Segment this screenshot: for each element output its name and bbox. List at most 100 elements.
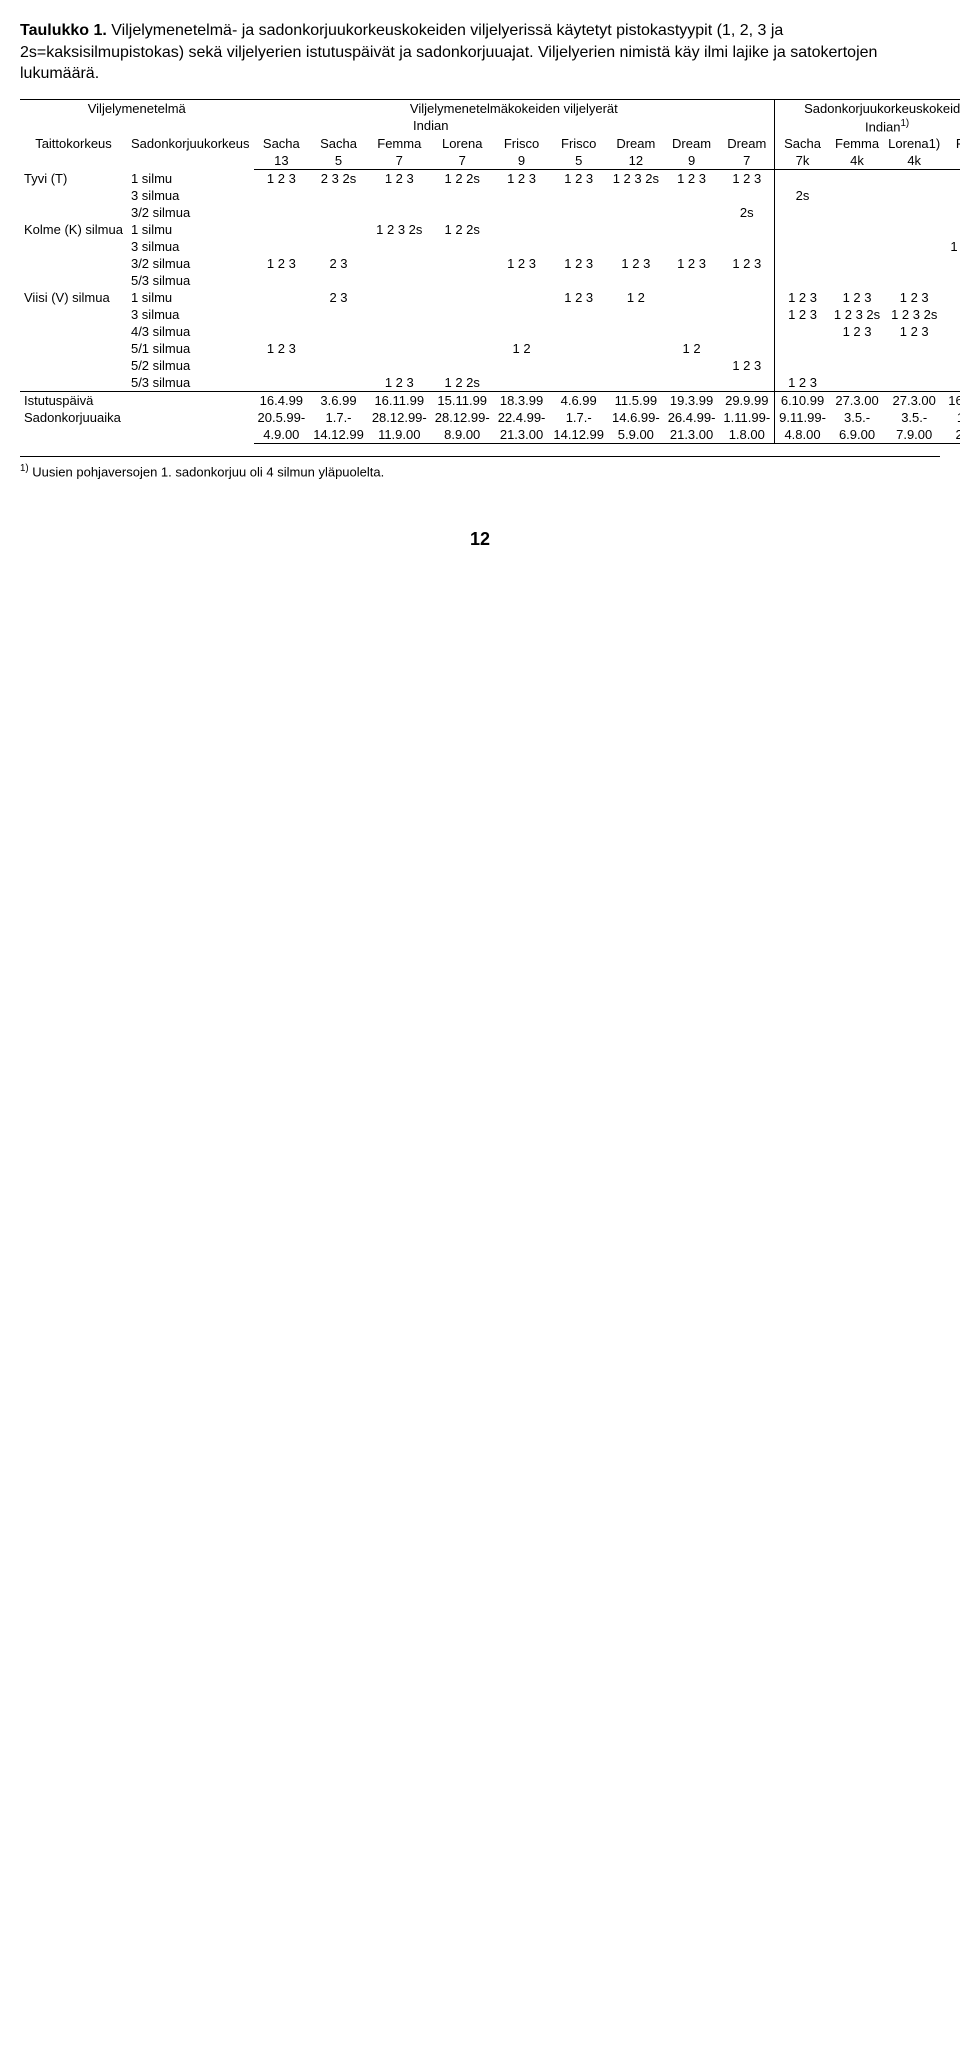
table-row: 5/2 silmua 1 2 3	[20, 357, 960, 374]
cell: 1 2 2s	[431, 170, 494, 188]
cell: 1 2 3	[944, 221, 960, 238]
cell: 11.9.00	[368, 426, 431, 444]
cell: 16.11.99	[368, 392, 431, 410]
col-c13: Frisco	[944, 135, 960, 152]
unit-c6: 5	[549, 152, 608, 170]
col-c1: Sacha	[254, 135, 310, 152]
cell: 1 2 3	[494, 255, 550, 272]
h-sadonkorjuu: Sadonkorjuukorkeus	[127, 135, 254, 170]
data-table: Viljelymenetelmä Viljelymenetelmäkokeide…	[20, 99, 960, 444]
row-label: 4/3 silmua	[127, 323, 254, 340]
cell: 1 2	[494, 340, 550, 357]
cell: 28.12.99-	[431, 409, 494, 426]
row-label: 3/2 silmua	[127, 204, 254, 221]
cell: 20.5.99-	[254, 409, 310, 426]
cell: 1 2 2s	[431, 221, 494, 238]
h-vilj-erat: Viljelymenetelmäkokeiden viljelyerät	[254, 99, 775, 117]
h-indian-left: Indian	[368, 117, 494, 135]
table-row: 3/2 silmua 1 2 3 2 3 1 2 3 1 2 3 1 2 3 1…	[20, 255, 960, 272]
cell: 1.7.-	[549, 409, 608, 426]
cell: 18.3.99	[494, 392, 550, 410]
cell: 1 2 3 2s	[830, 306, 884, 323]
cell: 27.3.00	[830, 392, 884, 410]
h-taitto: Taittokorkeus	[20, 135, 127, 170]
table-row: 3 silmua 1 2 3 1 2 3 2s 1 2 3 2s 1 2 3 2…	[20, 306, 960, 323]
label-istutus: Istutuspäivä	[20, 392, 254, 410]
row-label: 1 silmu	[127, 289, 254, 306]
cell: 1 2 3	[944, 272, 960, 289]
cell: 9.11.99-	[775, 409, 830, 426]
col-c2: Sacha	[309, 135, 368, 152]
table-row: Kolme (K) silmua 1 silmu 1 2 3 2s 1 2 2s…	[20, 221, 960, 238]
cell: 1 2 3	[830, 289, 884, 306]
unit-c1: 13	[254, 152, 310, 170]
unit-c4: 7	[431, 152, 494, 170]
cell: 1 2 3 2s	[944, 238, 960, 255]
cell: 2 3	[309, 289, 368, 306]
cell: 1 2 3 2s	[884, 306, 944, 323]
cell: 1 2 3	[664, 170, 720, 188]
cell: 2s	[719, 204, 774, 221]
cell: 4.9.00	[254, 426, 310, 444]
cell: 22.4.99-	[494, 409, 550, 426]
cell: 7.9.00	[884, 426, 944, 444]
cell: 29.9.99	[719, 392, 774, 410]
col-c6: Frisco	[549, 135, 608, 152]
unit-c5: 9	[494, 152, 550, 170]
cell: 1 2 3	[494, 170, 550, 188]
col-c10: Sacha	[775, 135, 830, 152]
footnote: 1) Uusien pohjaversojen 1. sadonkorjuu o…	[20, 456, 940, 479]
cell: 27.3.00	[884, 392, 944, 410]
row-istutus: Istutuspäivä 16.4.99 3.6.99 16.11.99 15.…	[20, 392, 960, 410]
cell: 1.11.99-	[719, 409, 774, 426]
cell: 1.8.00	[719, 426, 774, 444]
row-label: 1 silmu	[127, 221, 254, 238]
cell: 1 2 3	[664, 255, 720, 272]
cell: 6.9.00	[830, 426, 884, 444]
cell: 11.5.99	[608, 392, 664, 410]
cell: 19.3.99	[664, 392, 720, 410]
row-label: 5/1 silmua	[127, 340, 254, 357]
h-sadon-erat: Sadonkorjuukorkeuskokeiden viljelyerät	[775, 99, 960, 117]
cell: 16.12.99	[944, 392, 960, 410]
col-c11: Femma	[830, 135, 884, 152]
col-c3: Femma	[368, 135, 431, 152]
cell: 1 2 3	[608, 255, 664, 272]
page-number: 12	[20, 529, 940, 550]
header-row-1: Viljelymenetelmä Viljelymenetelmäkokeide…	[20, 99, 960, 117]
cell: 1 2 3	[775, 306, 830, 323]
cell: 1 2 3	[549, 255, 608, 272]
row-kolme: Kolme (K) silmua	[20, 221, 127, 289]
cell: 1 2 3	[719, 357, 774, 374]
cell: 1 2 3	[884, 289, 944, 306]
cell: 1 2 3	[368, 170, 431, 188]
row-label: 5/2 silmua	[127, 357, 254, 374]
cell: 1 2 3	[549, 170, 608, 188]
table-row: 3 silmua 2s	[20, 187, 960, 204]
row-sadon-1: Sadonkorjuuaika 20.5.99- 1.7.- 28.12.99-…	[20, 409, 960, 426]
table-row: 5/3 silmua 1 2 3	[20, 272, 960, 289]
cell: 1 2 3	[830, 323, 884, 340]
cell: 3.5.-	[884, 409, 944, 426]
row-label: 1 silmu	[127, 170, 254, 188]
table-row: 4/3 silmua 1 2 3 1 2 3	[20, 323, 960, 340]
cell: 14.12.99	[549, 426, 608, 444]
caption-body: Viljelymenetelmä- ja sadonkorjuukorkeusk…	[20, 22, 877, 82]
cell: 1 2	[608, 289, 664, 306]
unit-c13: 5k	[944, 152, 960, 170]
cell: 1 2 3 2s	[608, 170, 664, 188]
col-c5: Frisco	[494, 135, 550, 152]
h-indian-right: Indian1)	[830, 117, 944, 135]
table-row: 5/1 silmua 1 2 3 1 2 1 2	[20, 340, 960, 357]
footnote-text: Uusien pohjaversojen 1. sadonkorjuu oli …	[29, 464, 385, 479]
cell: 1 2 3	[719, 255, 774, 272]
caption-lead: Taulukko 1.	[20, 22, 107, 39]
unit-c9: 7	[719, 152, 774, 170]
unit-c7: 12	[608, 152, 664, 170]
table-row: 3/2 silmua 2s	[20, 204, 960, 221]
cell: 2 3	[309, 255, 368, 272]
row-viisi: Viisi (V) silmua	[20, 289, 127, 392]
unit-c3: 7	[368, 152, 431, 170]
cell: 6.10.99	[775, 392, 830, 410]
row-label: 3 silmua	[127, 306, 254, 323]
